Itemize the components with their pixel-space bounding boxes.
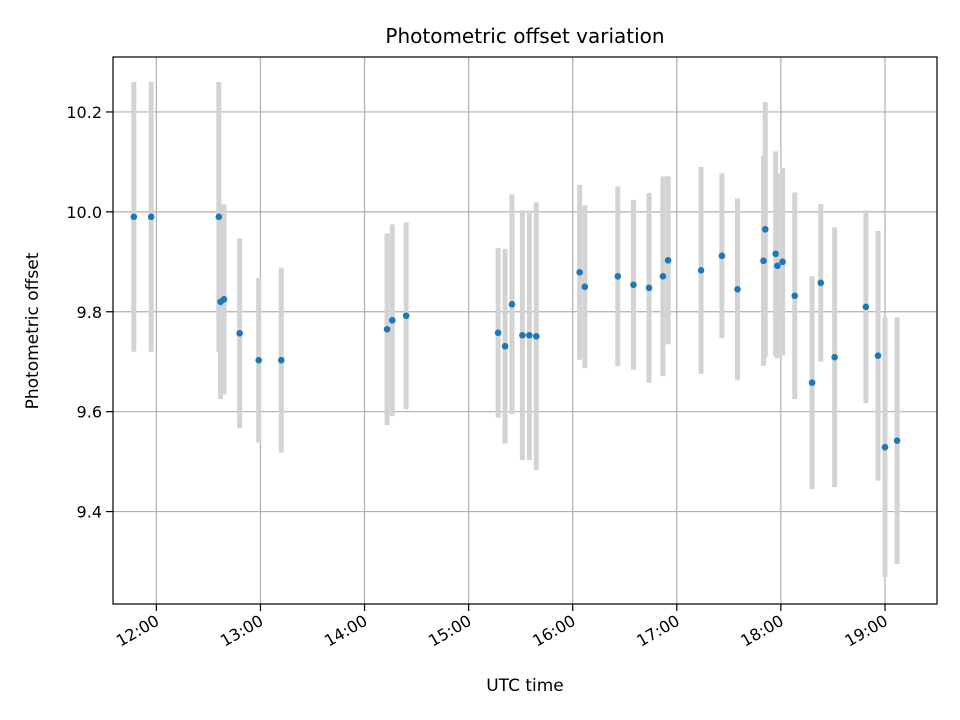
data-point <box>388 316 396 324</box>
data-point <box>791 292 799 300</box>
data-point <box>761 226 769 233</box>
data-point <box>630 281 637 289</box>
data-point <box>501 342 509 350</box>
data-point <box>697 267 705 274</box>
data-point <box>659 272 667 280</box>
data-point <box>383 325 391 333</box>
y-tick-label: 10.2 <box>66 103 102 122</box>
data-point <box>581 283 589 291</box>
y-tick-label: 9.6 <box>77 403 102 422</box>
data-point <box>760 257 767 265</box>
data-point <box>130 213 138 221</box>
data-points <box>130 213 901 451</box>
data-point <box>734 285 741 293</box>
y-tick-label: 9.8 <box>77 303 102 322</box>
data-point <box>526 331 533 339</box>
data-point <box>508 300 516 308</box>
data-point <box>893 437 901 444</box>
data-point <box>494 329 502 337</box>
data-point <box>277 356 285 364</box>
plot-frame <box>112 56 938 605</box>
y-axis-title: Photometric offset <box>23 252 43 409</box>
data-point <box>220 295 228 303</box>
data-point <box>532 332 540 340</box>
y-tick-label: 10.0 <box>66 203 102 222</box>
grid <box>113 57 937 604</box>
data-point <box>576 269 583 276</box>
data-point <box>664 257 672 264</box>
data-point <box>808 379 816 387</box>
data-point <box>881 443 889 451</box>
data-point <box>215 213 223 221</box>
data-point <box>779 258 786 266</box>
data-point <box>147 213 155 221</box>
data-point <box>831 353 838 361</box>
data-point <box>862 303 870 311</box>
chart-title: Photometric offset variation <box>385 24 664 48</box>
data-point <box>402 312 410 320</box>
data-point <box>817 279 825 287</box>
y-tick-label: 9.4 <box>77 503 102 522</box>
y-axis: 9.4 9.6 9.8 10.0 10.2 <box>66 103 113 522</box>
data-point <box>255 356 263 364</box>
data-point <box>774 262 781 270</box>
data-point <box>718 252 726 260</box>
data-point <box>614 272 622 280</box>
data-point <box>519 331 526 339</box>
data-point <box>874 352 882 360</box>
data-point <box>236 329 243 337</box>
x-axis-title: UTC time <box>486 676 564 696</box>
data-point <box>645 284 653 292</box>
data-point <box>772 250 779 258</box>
